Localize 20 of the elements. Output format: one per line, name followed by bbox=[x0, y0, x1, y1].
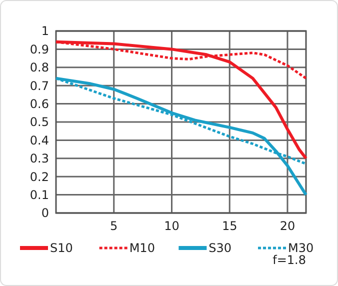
y-tick-label: 0 bbox=[41, 206, 49, 220]
y-tick-label: 0.3 bbox=[30, 152, 49, 166]
x-tick-label: 15 bbox=[222, 219, 238, 233]
legend-label: M10 bbox=[129, 241, 155, 255]
legend-label: M30 bbox=[288, 241, 314, 255]
x-tick-label: 20 bbox=[280, 219, 296, 233]
y-tick-label: 0.5 bbox=[30, 115, 49, 130]
x-tick-label: 5 bbox=[110, 219, 118, 233]
y-tick-label: 0.4 bbox=[30, 133, 49, 148]
y-tick-label: 0.1 bbox=[30, 188, 49, 202]
x-tick-label: 10 bbox=[164, 219, 180, 233]
y-tick-label: 0.6 bbox=[30, 97, 49, 111]
y-tick-label: 0.2 bbox=[30, 170, 49, 184]
y-tick-label: 1 bbox=[41, 24, 49, 38]
y-tick-label: 0.8 bbox=[30, 60, 49, 75]
legend-label: S30 bbox=[208, 241, 232, 255]
legend-label: S10 bbox=[50, 241, 73, 255]
text: f=1.8 bbox=[272, 253, 306, 267]
y-tick-label: 0.9 bbox=[30, 42, 49, 56]
y-tick-label: 0.7 bbox=[30, 78, 49, 93]
